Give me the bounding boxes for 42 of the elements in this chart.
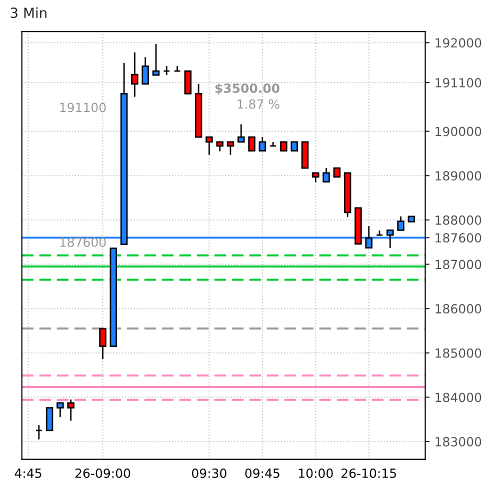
x-tick-label: 26-10:15: [342, 468, 396, 478]
candlestick: [35, 424, 43, 440]
candlestick: [152, 43, 160, 76]
candlestick: [56, 402, 64, 418]
x-tick-label: 4:45: [14, 468, 42, 478]
candlestick: [258, 136, 266, 152]
candlestick: [248, 136, 256, 152]
candlestick: [238, 124, 245, 143]
candlestick: [397, 216, 404, 231]
candlestick: [312, 172, 320, 183]
y-tick-label: 187000: [436, 260, 482, 270]
candlestick: [142, 56, 149, 85]
y-tick-label: 183000: [436, 437, 482, 446]
x-tick-label: 09:45: [245, 468, 280, 478]
candlestick: [322, 167, 330, 183]
annotation: 191100: [60, 102, 106, 112]
y-tick-label: 188000: [436, 215, 482, 225]
candlestick: [46, 407, 54, 432]
candlestick: [67, 398, 74, 422]
candlestick: [174, 65, 181, 72]
annotation: $3500.00: [215, 83, 280, 95]
candlestick: [99, 328, 106, 360]
candlestick: [131, 52, 138, 98]
candlestick: [226, 141, 234, 156]
candlestick: [216, 141, 224, 152]
x-tick-label: 26-09:00: [75, 468, 130, 478]
candlestick: [162, 65, 170, 76]
y-tick-label: 185000: [436, 348, 482, 358]
y-tick-label: 190000: [436, 126, 482, 136]
annotation: 1.87 %: [238, 99, 280, 109]
y-tick-label: 186000: [436, 304, 482, 314]
x-tick-label: 09:30: [192, 468, 226, 478]
candlestick: [206, 136, 213, 156]
y-tick-label: 192000: [436, 38, 482, 48]
annotation: 187600: [60, 237, 106, 247]
candlestick: [184, 70, 192, 94]
x-tick-label: 10:00: [298, 468, 333, 478]
chart-title: 3 Min: [10, 7, 46, 18]
y-tick-label: 189000: [436, 171, 482, 181]
y-tick-label: 191100: [436, 78, 482, 88]
y-tick-label: 184000: [436, 392, 482, 402]
y-tick-label: 187600: [436, 233, 482, 243]
